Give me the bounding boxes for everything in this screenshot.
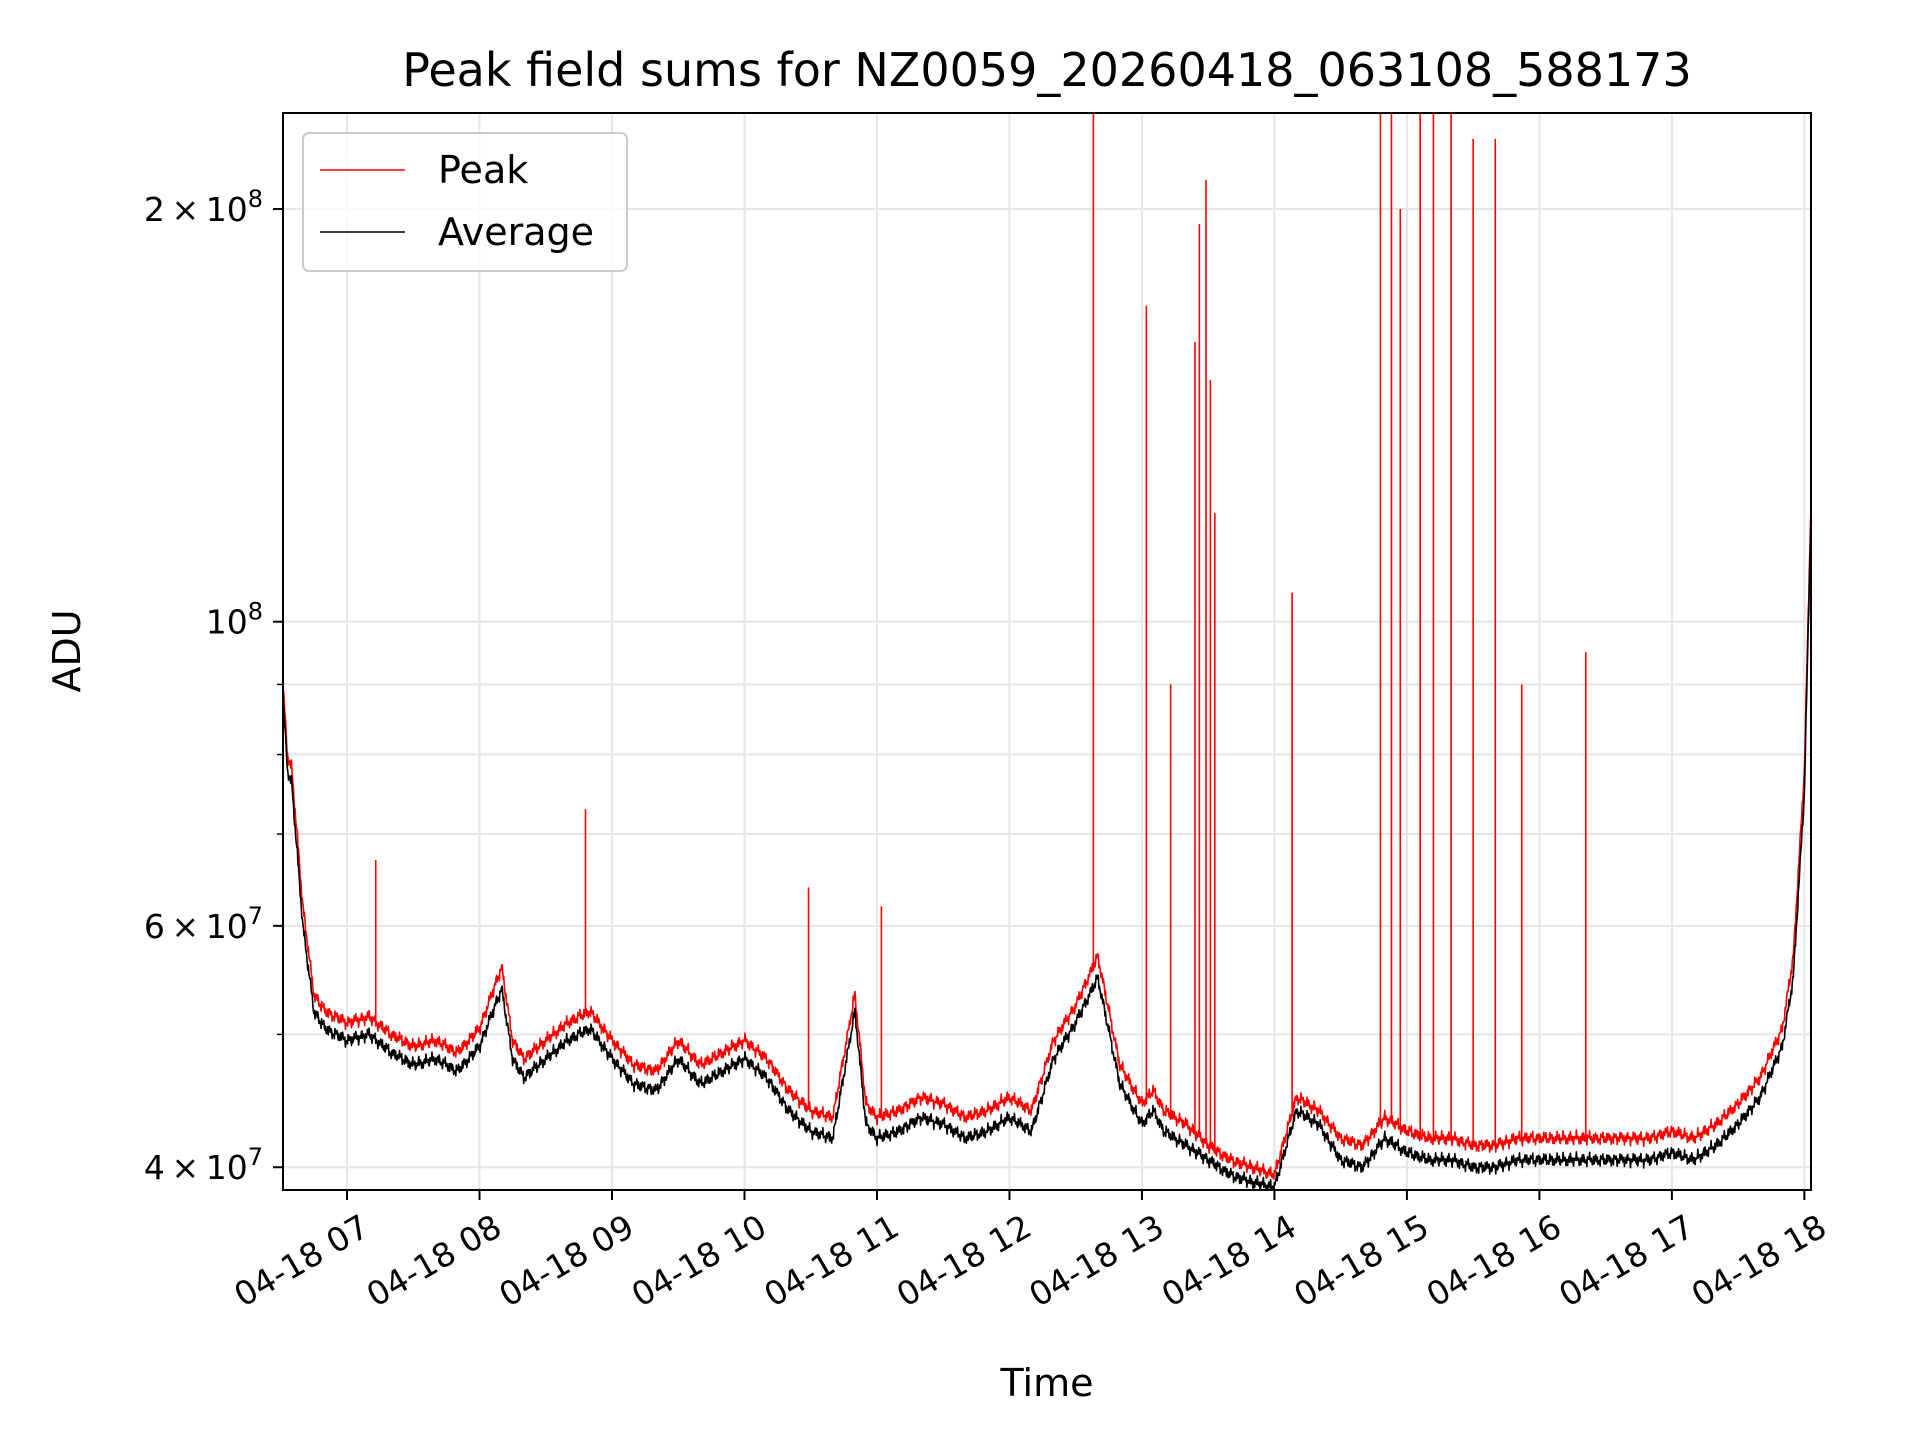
- y-tick-label: 6 × 107: [144, 902, 263, 946]
- peak-series: [283, 113, 1811, 1180]
- plot-frame: [282, 112, 1812, 1191]
- y-tick-label: 2 × 108: [144, 185, 263, 229]
- series-layer: [283, 113, 1811, 1190]
- y-tick-label: 4 × 107: [144, 1143, 263, 1187]
- legend-label-average: Average: [438, 210, 594, 254]
- peak-line: [283, 503, 1811, 1180]
- legend: Peak Average: [302, 132, 628, 272]
- y-tick-label: 108: [206, 598, 263, 642]
- chart-title: Peak field sums for NZ0059_20260418_0631…: [402, 43, 1691, 97]
- y-axis: 4 × 107 6 × 107 108 2 × 108: [144, 185, 283, 1187]
- x-axis-label: Time: [1000, 1361, 1094, 1405]
- y-axis-label: ADU: [45, 609, 89, 692]
- grid: [283, 113, 1811, 1190]
- average-line: [283, 513, 1811, 1190]
- legend-box: [302, 132, 628, 272]
- legend-label-peak: Peak: [438, 148, 528, 192]
